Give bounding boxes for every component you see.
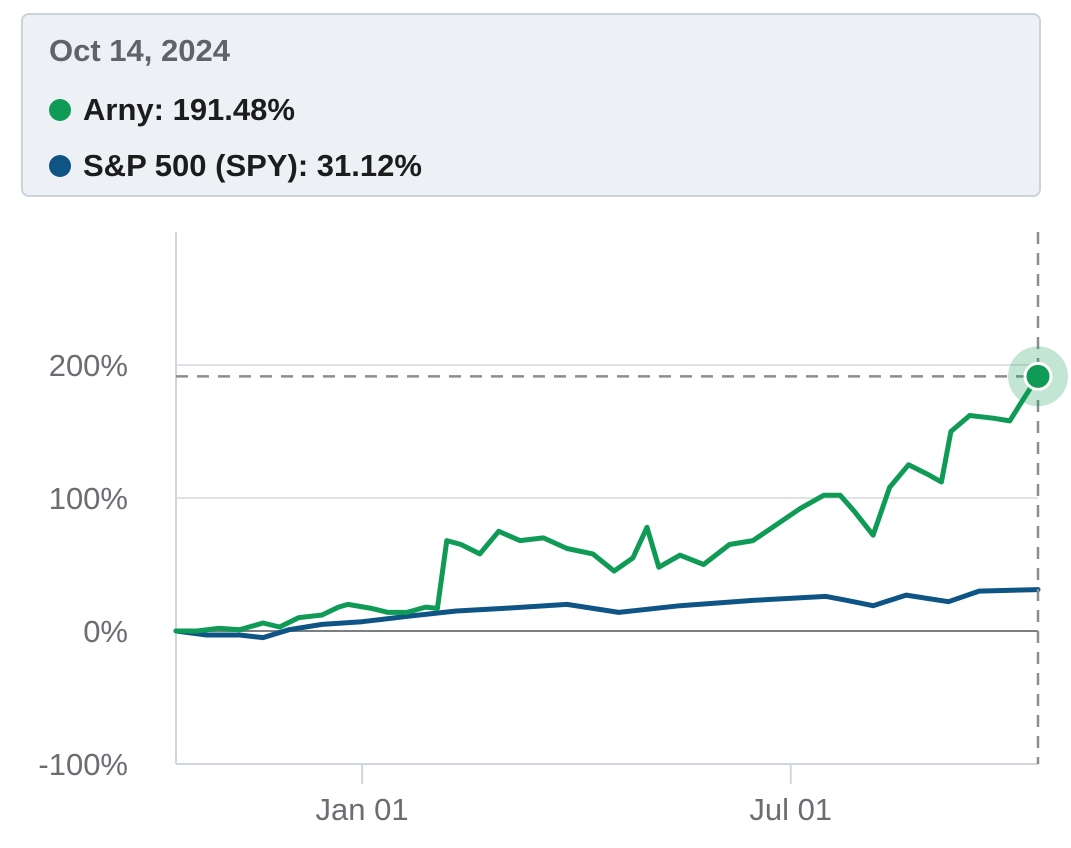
tooltip-row-spy: S&P 500 (SPY): 31.12% [49,148,422,184]
arny-legend-dot [49,99,71,121]
tooltip-row-arny: Arny: 191.48% [49,92,295,128]
tooltip-date: Oct 14, 2024 [49,33,230,68]
spy-series-line [173,587,1041,641]
y-tick-label: -100% [38,747,128,782]
x-tick-label: Jul 01 [749,792,832,827]
arny-series-line [173,373,1041,634]
arny-series-value: 191.48% [172,92,295,127]
chart-tooltip: Oct 14, 2024 Arny: 191.48% S&P 500 (SPY)… [21,13,1041,197]
arny-series-name: Arny [83,92,154,127]
x-tick-label: Jan 01 [316,792,409,827]
spy-legend-dot [49,155,71,177]
spy-series-value: 31.12% [316,148,422,183]
y-tick-label: 100% [49,481,128,516]
y-tick-label: 200% [49,348,128,383]
spy-series-name: S&P 500 (SPY) [83,148,298,183]
y-tick-label: 0% [83,614,128,649]
hover-marker-dot [1023,361,1053,391]
